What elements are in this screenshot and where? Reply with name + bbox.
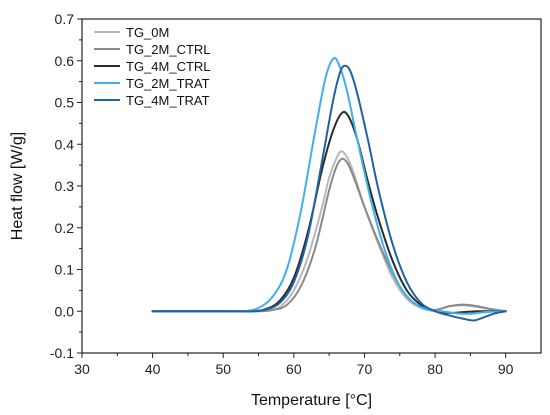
x-tick-label: 80	[427, 361, 443, 377]
legend-label: TG_2M_CTRL	[126, 42, 211, 57]
x-tick-label: 30	[74, 361, 90, 377]
x-tick-label: 70	[357, 361, 373, 377]
series-line-tg-2m-ctrl	[151, 157, 507, 313]
x-tick-label: 40	[145, 361, 161, 377]
series-line-tg-2m-trat	[151, 57, 507, 315]
y-tick-label: 0.5	[55, 95, 75, 111]
y-tick-label: 0.3	[55, 178, 75, 194]
y-tick-label: 0.6	[55, 53, 75, 69]
legend-label: TG_4M_TRAT	[126, 93, 210, 108]
x-axis-title: Temperature [°C]	[251, 392, 372, 409]
y-tick-label: 0.1	[55, 262, 75, 278]
legend-label: TG_4M_CTRL	[126, 59, 211, 74]
x-tick-label: 60	[286, 361, 302, 377]
x-tick-label: 50	[215, 361, 231, 377]
series-line-tg-0m	[151, 150, 507, 313]
y-tick-label: -0.1	[50, 345, 74, 361]
legend: TG_0M TG_2M_CTRL TG_4M_CTRL TG_2M_TRAT TG_4M…	[94, 25, 211, 108]
legend-label: TG_2M_TRAT	[126, 76, 210, 91]
series-line-tg-4m-ctrl	[151, 110, 507, 314]
legend-label: TG_0M	[126, 25, 169, 40]
y-tick-label: 0.7	[55, 11, 75, 27]
y-tick-label: 0.4	[55, 136, 75, 152]
x-tick-label: 90	[498, 361, 514, 377]
series-line-tg-4m-trat	[151, 64, 507, 322]
axis-ticks: 30 40 50 60 70 80 90 -0.1 0.0 0.1 0.2 0.3 0.4 0.5 0.6 0…	[50, 11, 514, 377]
y-axis-title: Heat flow [W/g]	[9, 132, 26, 240]
y-tick-label: 0.2	[55, 220, 75, 236]
series-lines	[151, 57, 507, 322]
y-tick-label: 0.0	[55, 303, 75, 319]
